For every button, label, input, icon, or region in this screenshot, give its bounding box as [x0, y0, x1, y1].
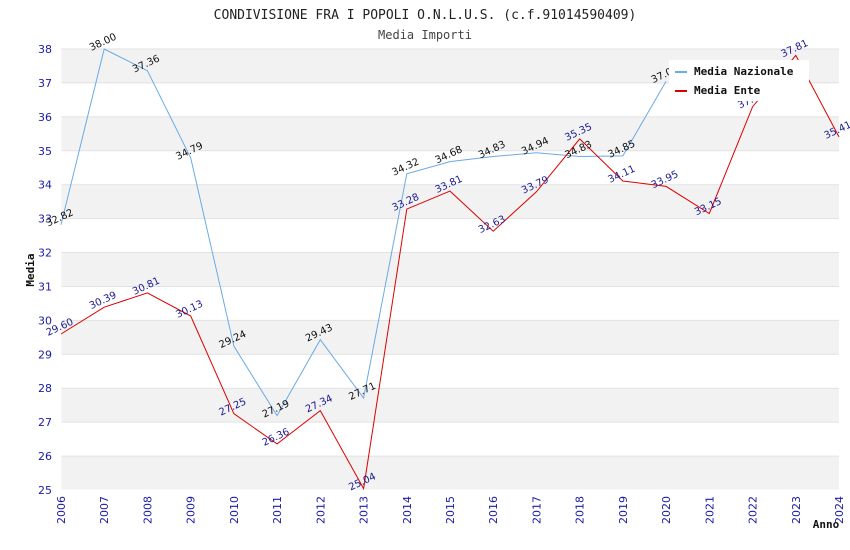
legend: Media Nazionale Media Ente	[669, 60, 809, 101]
x-tick-label: 2020	[660, 496, 673, 524]
x-tick-label: 2006	[55, 496, 68, 524]
data-label-media-ente: 30.13	[174, 299, 205, 321]
data-label-media-nazionale: 32.82	[45, 207, 76, 229]
y-axis-label: Media	[24, 253, 37, 286]
y-tick-label: 34	[38, 179, 52, 192]
axes	[60, 49, 839, 491]
x-tick-label: 2014	[401, 496, 414, 524]
y-axis-ticks: 25 26 27 28 29 30 31 32 33 34 35 36 37 38	[38, 43, 52, 497]
x-tick-label: 2017	[530, 496, 543, 524]
grid-band	[61, 456, 839, 490]
y-tick-label: 36	[38, 111, 52, 124]
y-tick-label: 25	[38, 484, 52, 497]
y-tick-label: 32	[38, 247, 52, 260]
x-axis-ticks: 2006 2007 2008 2009 2010 2011 2012 2013 2014 2015…	[55, 496, 846, 524]
x-tick-label: 2024	[833, 496, 846, 524]
chart-title: CONDIVISIONE FRA I POPOLI O.N.L.U.S. (c.…	[214, 8, 637, 23]
y-tick-label: 27	[38, 416, 52, 429]
legend-box	[669, 60, 809, 101]
grid-band	[61, 320, 839, 355]
x-tick-label: 2007	[98, 496, 111, 524]
x-tick-label: 2009	[185, 496, 198, 524]
series-line-media-nazionale	[60, 48, 667, 417]
y-tick-label: 30	[38, 314, 52, 327]
y-tick-label: 38	[38, 43, 52, 56]
x-tick-label: 2010	[228, 496, 241, 524]
x-tick-label: 2008	[141, 496, 154, 524]
x-tick-label: 2018	[574, 496, 587, 524]
data-label-media-ente: 26.36	[261, 427, 292, 449]
y-tick-label: 31	[38, 280, 52, 293]
y-tick-label: 28	[38, 382, 52, 395]
grid-band	[61, 252, 839, 287]
x-tick-label: 2012	[314, 496, 327, 524]
data-label-media-nazionale: 34.32	[390, 156, 421, 178]
y-tick-label: 35	[38, 145, 52, 158]
data-label-media-ente: 30.39	[88, 290, 119, 312]
x-tick-label: 2013	[358, 496, 371, 524]
y-tick-label: 37	[38, 77, 52, 90]
grid-band	[61, 116, 839, 151]
y-tick-label: 33	[38, 213, 52, 226]
grid-band	[61, 388, 839, 423]
x-tick-label: 2011	[271, 496, 284, 524]
x-tick-label: 2023	[790, 496, 803, 524]
x-tick-label: 2019	[617, 496, 630, 524]
series-line-media-ente	[60, 54, 840, 491]
x-axis-label: Anno	[813, 518, 840, 531]
gridlines	[61, 48, 839, 491]
y-tick-label: 26	[38, 450, 52, 463]
x-tick-label: 2016	[487, 496, 500, 524]
x-tick-label: 2015	[444, 496, 457, 524]
x-tick-label: 2021	[703, 496, 716, 524]
legend-label-media-ente: Media Ente	[694, 84, 761, 97]
grid-bands	[61, 49, 839, 490]
legend-label-media-nazionale: Media Nazionale	[694, 65, 794, 78]
x-tick-label: 2022	[747, 496, 760, 524]
y-tick-label: 29	[38, 348, 52, 361]
series-lines	[60, 48, 840, 491]
chart-subtitle: Media Importi	[378, 28, 472, 42]
